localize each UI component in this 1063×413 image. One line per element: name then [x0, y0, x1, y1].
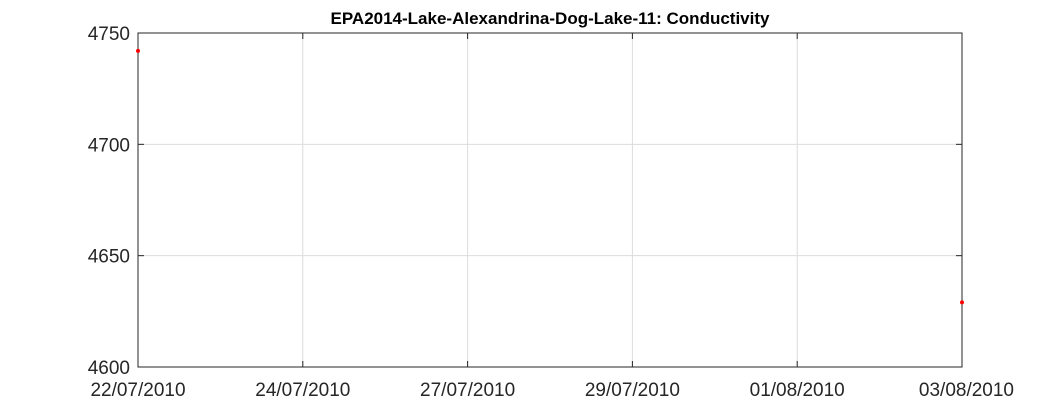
y-tick-label: 4600 — [88, 358, 130, 379]
chart-title: EPA2014-Lake-Alexandrina-Dog-Lake-11: Co… — [331, 9, 771, 28]
x-tick-labels: 22/07/2010 24/07/2010 27/07/2010 29/07/2010… — [90, 380, 1014, 401]
x-tick-label: 27/07/2010 — [420, 380, 515, 401]
y-tick-label: 4650 — [88, 247, 130, 268]
x-tick-label: 24/07/2010 — [255, 380, 350, 401]
data-point — [960, 300, 964, 305]
x-tick-label: 01/08/2010 — [750, 380, 845, 401]
y-tick-labels: 4600 4650 4700 4750 — [88, 24, 130, 379]
grid-layer — [138, 33, 962, 367]
x-tick-label: 29/07/2010 — [585, 380, 680, 401]
plot-area-frame — [137, 32, 963, 368]
tick-layer — [137, 32, 963, 368]
y-tick-label: 4750 — [88, 24, 130, 45]
data-points — [136, 48, 964, 305]
x-tick-label: 22/07/2010 — [90, 380, 185, 401]
y-tick-label: 4700 — [88, 135, 130, 156]
x-tick-label: 03/08/2010 — [919, 380, 1014, 401]
data-point — [136, 48, 140, 53]
